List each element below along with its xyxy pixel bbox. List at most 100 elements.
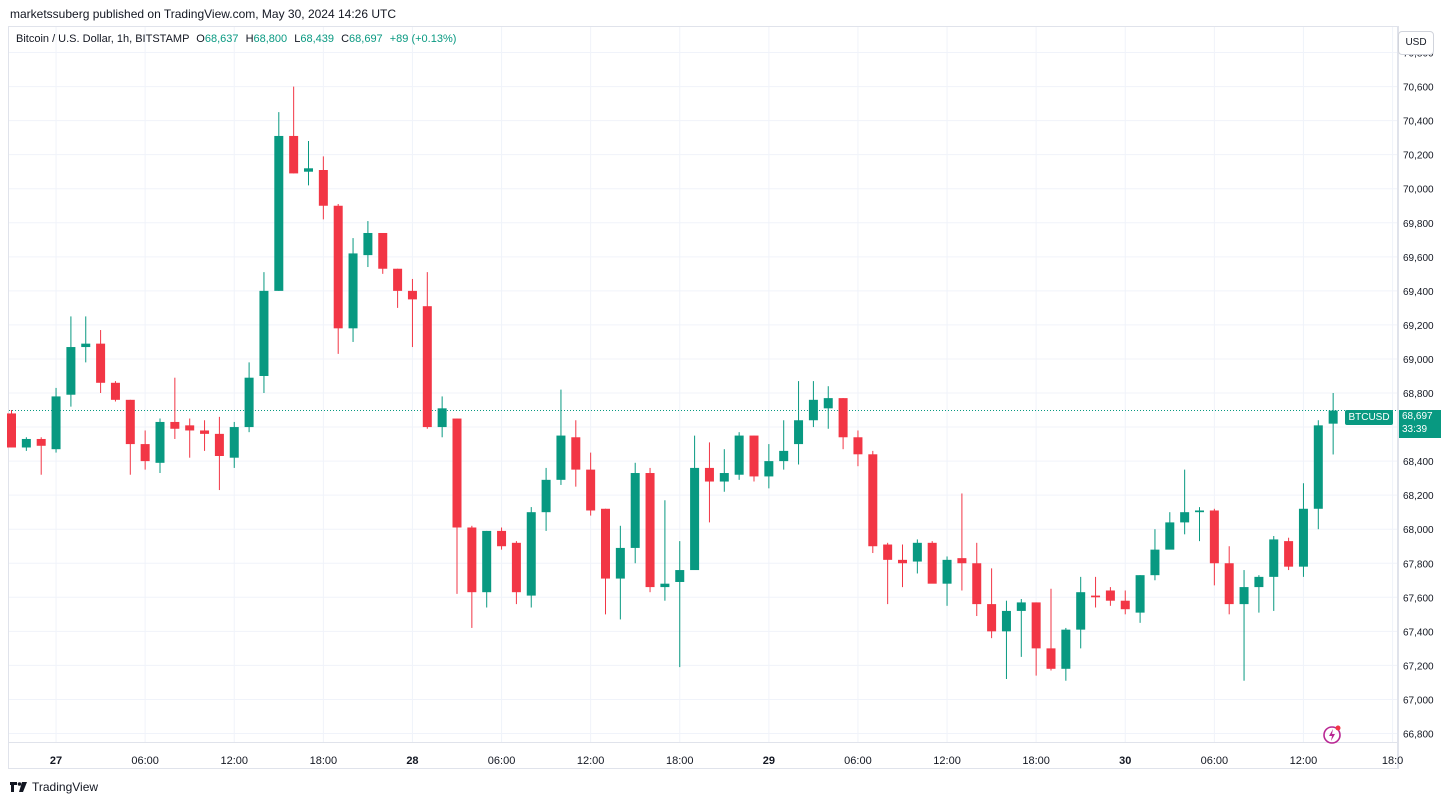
candle [214,416,224,491]
candle [110,381,120,402]
candle [1313,420,1323,530]
x-tick-label: 29 [763,755,775,767]
candle [675,541,685,668]
y-tick-label: 67,400 [1403,627,1434,638]
candle-body [1120,600,1130,610]
x-tick-label: 12:00 [933,755,961,767]
y-tick-label: 67,200 [1403,661,1434,672]
candle [704,442,714,523]
candle-body [838,398,848,438]
candle [170,377,180,439]
candle-body [155,421,165,463]
candle [1328,393,1338,455]
x-tick-label: 28 [406,755,418,767]
candle-body [1165,522,1175,550]
candle [318,156,328,220]
y-tick-label: 67,600 [1403,593,1434,604]
candle-body [170,421,180,429]
candle [1001,600,1011,680]
candle-body [1254,576,1264,588]
y-tick-label: 69,600 [1403,253,1434,264]
candle-body [110,382,120,400]
candle [1135,575,1145,623]
currency-button[interactable]: USD [1398,31,1434,55]
candle-body [1031,602,1041,649]
candle-body [853,437,863,455]
x-tick-label: 18:00 [1022,755,1050,767]
candle-body [1001,610,1011,632]
candle-body [1328,410,1338,424]
candle-body [883,544,893,560]
candle [21,437,31,451]
candle-body [734,435,744,475]
candle [1046,588,1056,671]
candle-body [467,527,477,593]
candle [615,525,625,620]
candle-body [244,377,254,428]
candle [422,272,432,429]
last-price-value: 68,697 [1402,411,1433,422]
candle-body [259,290,269,376]
candle [1209,508,1219,586]
y-tick-label: 69,200 [1403,321,1434,332]
candle-body [304,168,313,172]
y-tick-label: 67,800 [1403,559,1434,570]
candle-body [318,170,328,206]
candle-body [912,542,922,562]
candle-body [1224,563,1234,605]
candle [779,420,789,470]
candle [734,432,744,480]
candle [987,568,997,639]
candle [912,539,922,574]
y-tick-label: 70,400 [1403,117,1434,128]
candle [1180,469,1190,535]
candle [482,530,492,608]
candle [719,449,729,492]
candle-body [1091,595,1101,598]
candle [36,437,46,475]
candle [868,450,878,554]
candle [1254,575,1264,613]
candle [1195,507,1204,542]
candle-body [972,563,982,605]
legend-change: +89 (+0.13%) [389,33,457,45]
candle [333,204,343,354]
candle [823,386,833,429]
candle-body [601,508,610,579]
candle [1091,576,1101,608]
candle [467,525,477,628]
candle [853,430,863,467]
x-tick-label: 30 [1119,755,1131,767]
candle [259,272,269,394]
candle-body [615,547,625,579]
candle-body [571,437,581,470]
candle [511,541,521,605]
legend-title: Bitcoin / U.S. Dollar, 1h, BITSTAMP [16,33,190,45]
candle [1298,483,1308,577]
candle-body [21,438,31,448]
candle-body [378,232,388,269]
candle-body [7,413,16,448]
y-tick-label: 68,200 [1403,491,1434,502]
candle [497,527,507,550]
candle-body [1284,541,1294,567]
flash-alert-icon[interactable] [1321,723,1343,745]
candle [185,418,195,458]
brand-footer[interactable]: TradingView [10,780,98,794]
candle-body [422,306,432,428]
candle-body [200,430,210,434]
candle [957,493,967,591]
candle-body [497,530,507,547]
grid-lines [9,26,1398,768]
candle-body [214,433,224,456]
candle-body [675,570,685,582]
candle-body [348,253,358,329]
publisher-line: marketssuberg published on TradingView.c… [10,7,396,21]
legend-high-label: H [245,33,254,45]
candle-body [927,542,937,584]
candle [304,141,313,186]
legend-high-value: 68,800 [253,33,288,45]
y-tick-label: 66,800 [1403,729,1434,740]
candle-body [125,399,135,445]
